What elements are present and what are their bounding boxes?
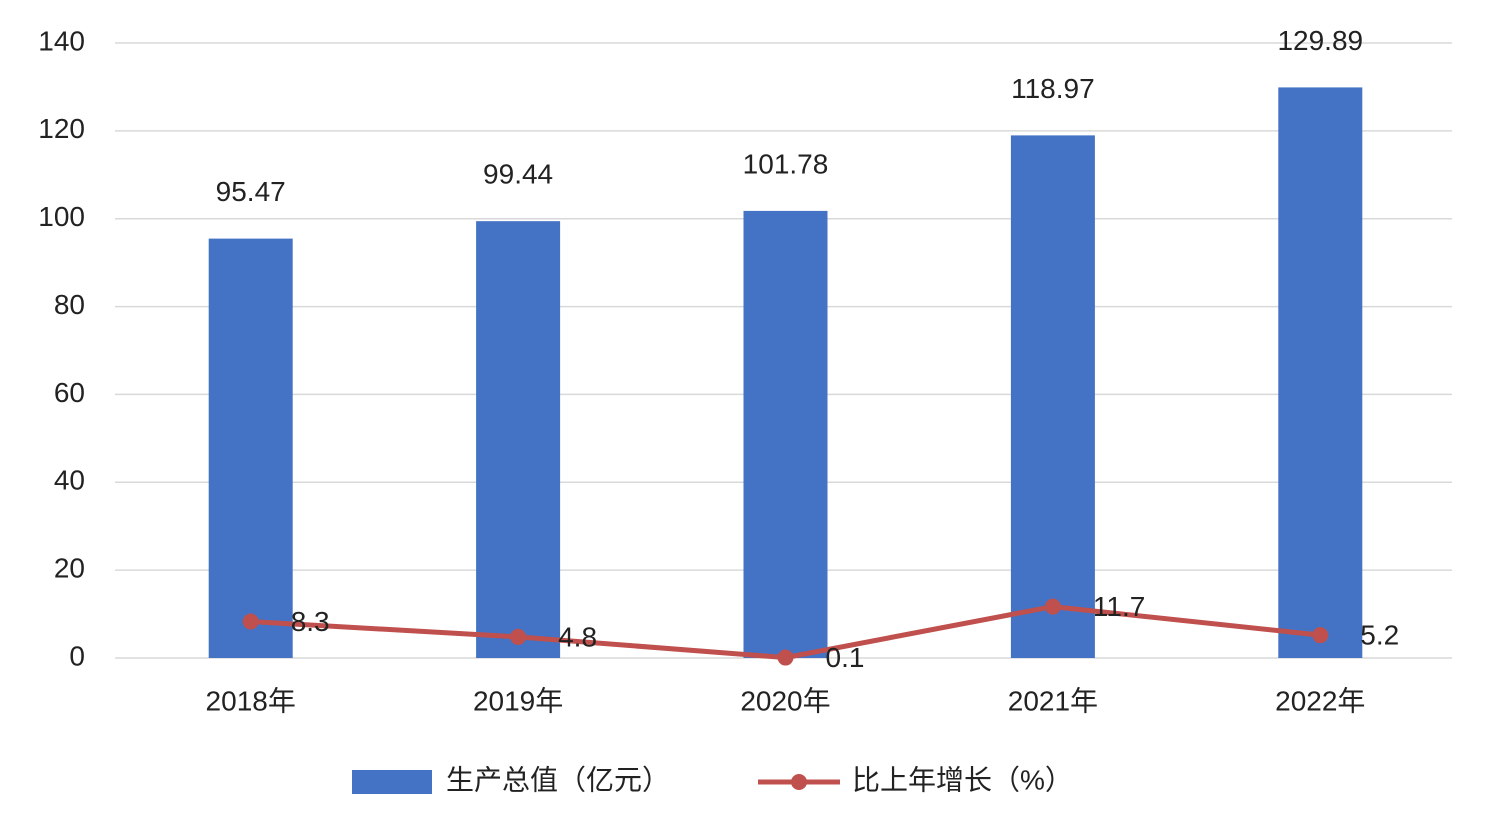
line-marker: [777, 649, 794, 666]
x-tick-label: 2021年: [1008, 685, 1098, 716]
data-label: 0.1: [826, 642, 865, 673]
y-tick-label: 140: [38, 25, 85, 56]
data-label: 11.7: [1093, 591, 1145, 622]
legend-label: 生产总值（亿元）: [446, 764, 670, 795]
bar: [1278, 87, 1363, 658]
x-tick-label: 2019年: [473, 685, 563, 716]
line-marker: [1044, 598, 1061, 615]
data-label: 95.47: [216, 176, 286, 207]
data-label: 101.78: [743, 148, 829, 179]
bar: [1010, 135, 1095, 659]
data-label: 4.8: [558, 621, 597, 652]
y-tick-label: 60: [54, 377, 85, 408]
bar: [743, 210, 828, 658]
x-tick-label: 2018年: [206, 685, 296, 716]
data-label: 129.89: [1277, 25, 1363, 56]
y-tick-label: 120: [38, 113, 85, 144]
y-tick-label: 80: [54, 289, 85, 320]
line-marker: [242, 613, 259, 630]
x-tick-label: 2020年: [740, 685, 830, 716]
y-tick-label: 100: [38, 201, 85, 232]
legend-swatch: [791, 774, 807, 790]
y-tick-label: 20: [54, 553, 85, 584]
x-tick-label: 2022年: [1275, 685, 1365, 716]
y-tick-label: 0: [69, 640, 85, 671]
bar: [476, 221, 561, 658]
data-label: 99.44: [483, 159, 553, 190]
line-marker: [510, 628, 527, 645]
y-tick-label: 40: [54, 465, 85, 496]
bar: [208, 238, 293, 658]
line-marker: [1312, 627, 1329, 644]
data-label: 118.97: [1011, 73, 1095, 104]
data-label: 8.3: [291, 606, 330, 637]
data-label: 5.2: [1360, 620, 1399, 651]
legend-label: 比上年增长（%）: [852, 764, 1073, 795]
legend-swatch: [352, 770, 432, 794]
